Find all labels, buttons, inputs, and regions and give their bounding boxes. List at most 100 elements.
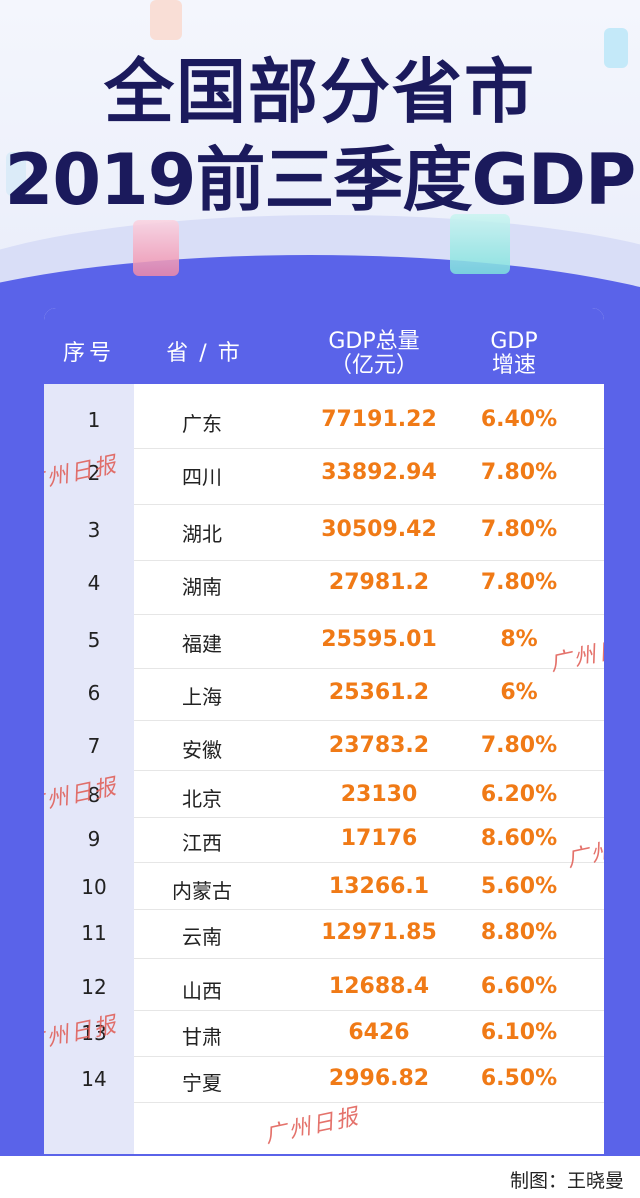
header-province: 省 / 市: [166, 341, 242, 366]
row-index: 2: [87, 461, 101, 485]
row-divider: [134, 958, 604, 959]
row-rate: 6.60%: [480, 974, 558, 999]
row-province: 上海: [182, 685, 222, 709]
decor-card: [6, 152, 26, 196]
row-index: 13: [81, 1021, 107, 1045]
row-divider: [134, 770, 604, 771]
row-province: 安徽: [182, 738, 222, 762]
row-index: 10: [81, 875, 107, 899]
row-gdp: 12971.85: [321, 920, 437, 945]
row-gdp: 33892.94: [321, 460, 437, 485]
row-divider: [134, 448, 604, 449]
row-province: 江西: [182, 831, 222, 855]
row-rate: 6.20%: [480, 782, 558, 807]
row-gdp: 77191.22: [321, 407, 437, 432]
row-index: 4: [87, 571, 101, 595]
row-index: 14: [81, 1067, 107, 1091]
watermark: 广州日报: [262, 1104, 363, 1149]
row-divider: [134, 504, 604, 505]
row-divider: [134, 817, 604, 818]
row-province: 山西: [182, 979, 222, 1003]
row-gdp: 25361.2: [328, 680, 430, 705]
row-gdp: 12688.4: [328, 974, 430, 999]
decor-card: [604, 28, 628, 68]
header-rate: GDP 增速: [459, 330, 569, 378]
row-province: 广东: [182, 412, 222, 436]
row-divider: [134, 560, 604, 561]
table-header: 序号 省 / 市 GDP总量 （亿元） GDP 增速: [44, 308, 604, 384]
header-rate-line1: GDP: [490, 329, 538, 354]
decor-card: [150, 0, 182, 40]
row-divider: [134, 1056, 604, 1057]
row-index: 9: [87, 827, 101, 851]
row-index: 1: [87, 408, 101, 432]
row-rate: 7.80%: [480, 460, 558, 485]
row-index: 3: [87, 518, 101, 542]
header-banner: 全国部分省市 2019前三季度GDP: [0, 0, 640, 330]
row-index: 6: [87, 681, 101, 705]
page-title-line2: 2019前三季度GDP: [4, 139, 637, 221]
header-index: 序号: [62, 341, 115, 366]
row-gdp: 25595.01: [321, 627, 437, 652]
decor-video-card: [133, 220, 179, 276]
footer-bar: [0, 1156, 640, 1198]
row-province: 湖南: [182, 575, 222, 599]
row-rate: 8.60%: [480, 826, 558, 851]
row-rate: 6.40%: [480, 407, 558, 432]
table-row: 2 四川 33892.94 7.80%: [44, 460, 604, 493]
row-divider: [134, 1102, 604, 1103]
table-row: 13 甘肃 6426 6.10%: [44, 1020, 604, 1053]
row-divider: [134, 909, 604, 910]
row-gdp: 23783.2: [328, 733, 430, 758]
decor-video-card: [450, 214, 510, 274]
row-rate: 7.80%: [480, 570, 558, 595]
row-province: 福建: [182, 632, 222, 656]
row-province: 内蒙古: [172, 879, 232, 903]
row-rate: 6.50%: [480, 1066, 558, 1091]
row-gdp: 6426: [348, 1020, 410, 1045]
row-divider: [134, 614, 604, 615]
row-divider: [134, 668, 604, 669]
header-gdp-line2: （亿元）: [329, 353, 418, 378]
row-index: 8: [87, 783, 101, 807]
row-gdp: 30509.42: [321, 517, 437, 542]
row-index: 5: [87, 628, 101, 652]
header-gdp: GDP总量 （亿元）: [294, 330, 454, 378]
row-province: 北京: [182, 787, 222, 811]
table-row: 9 江西 17176 8.60%: [44, 826, 604, 859]
row-province: 甘肃: [182, 1025, 222, 1049]
table-row: 8 北京 23130 6.20%: [44, 782, 604, 815]
row-rate: 7.80%: [480, 733, 558, 758]
table-row: 4 湖南 27981.2 7.80%: [44, 570, 604, 603]
row-rate: 7.80%: [480, 517, 558, 542]
row-rate: 6.10%: [480, 1020, 558, 1045]
header-rate-line2: 增速: [491, 353, 536, 378]
gdp-table: 序号 省 / 市 GDP总量 （亿元） GDP 增速 1 广东 77191.22 6.…: [44, 308, 604, 1154]
table-row: 11 云南 12971.85 8.80%: [44, 920, 604, 953]
row-index: 7: [87, 734, 101, 758]
row-divider: [134, 862, 604, 863]
table-row: 14 宁夏 2996.82 6.50%: [44, 1066, 604, 1099]
table-row: 1 广东 77191.22 6.40%: [44, 407, 604, 440]
row-province: 四川: [182, 465, 222, 489]
row-gdp: 17176: [340, 826, 418, 851]
row-gdp: 2996.82: [328, 1066, 430, 1091]
row-rate: 8.80%: [480, 920, 558, 945]
header-gdp-line1: GDP总量: [328, 329, 420, 354]
table-row: 5 福建 25595.01 8%: [44, 627, 604, 660]
row-divider: [134, 1010, 604, 1011]
table-row: 7 安徽 23783.2 7.80%: [44, 733, 604, 766]
row-index: 11: [81, 921, 107, 945]
row-gdp: 23130: [340, 782, 418, 807]
table-row: 3 湖北 30509.42 7.80%: [44, 517, 604, 550]
table-row: 12 山西 12688.4 6.60%: [44, 974, 604, 1007]
table-row: 6 上海 25361.2 6%: [44, 680, 604, 713]
row-province: 云南: [182, 925, 222, 949]
row-gdp: 13266.1: [328, 874, 430, 899]
row-rate: 5.60%: [480, 874, 558, 899]
row-province: 湖北: [182, 522, 222, 546]
index-column-bg: [44, 384, 134, 1154]
row-gdp: 27981.2: [328, 570, 430, 595]
page-title-line1: 全国部分省市: [104, 51, 536, 133]
row-rate: 6%: [500, 680, 538, 705]
